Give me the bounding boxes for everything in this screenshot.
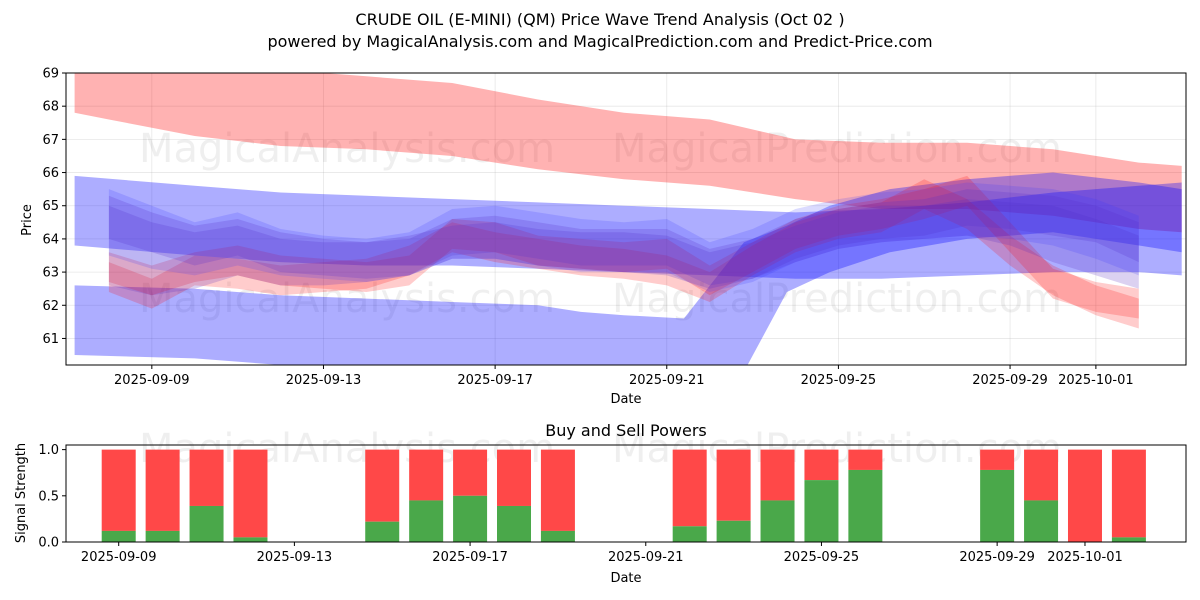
sell-power-bar bbox=[760, 449, 795, 501]
buy-power-bar bbox=[409, 500, 444, 542]
watermark-prediction-top: MagicalPrediction.com bbox=[612, 126, 1062, 172]
signal-y-axis-label: Signal Strength bbox=[14, 443, 29, 543]
sell-power-bar bbox=[453, 449, 488, 496]
buy-power-bar bbox=[716, 520, 751, 542]
sell-power-bar bbox=[980, 449, 1015, 470]
signal-y-ticks: 0.0 0.5 1.0 bbox=[38, 443, 66, 551]
price-y-tick-label: 62 bbox=[42, 299, 59, 314]
watermark-analysis-top: MagicalAnalysis.com bbox=[139, 126, 555, 172]
buy-power-bar bbox=[189, 505, 224, 542]
price-x-axis-label: Date bbox=[610, 392, 641, 407]
price-y-tick-label: 68 bbox=[42, 100, 59, 115]
price-x-tick-label: 2025-09-13 bbox=[286, 373, 362, 388]
buy-power-bar bbox=[1024, 500, 1059, 542]
buy-power-bar bbox=[365, 521, 400, 542]
buy-power-bar bbox=[540, 530, 575, 542]
purple-wave-2 bbox=[108, 199, 1139, 296]
signal-y-tick-label: 0.5 bbox=[38, 489, 59, 504]
red-wave-1 bbox=[108, 175, 1139, 319]
price-x-tick-label: 2025-09-17 bbox=[457, 373, 533, 388]
signal-x-tick-label: 2025-09-25 bbox=[784, 550, 860, 565]
sell-power-bar bbox=[716, 449, 751, 521]
price-plot-frame bbox=[65, 72, 1187, 366]
signal-chart-title: Buy and Sell Powers bbox=[545, 421, 707, 440]
chart-title: CRUDE OIL (E-MINI) (QM) Price Wave Trend… bbox=[355, 10, 844, 29]
buy-power-bar bbox=[1111, 537, 1146, 542]
buy-power-bar bbox=[980, 469, 1015, 542]
signal-panel: Buy and Sell Powers MagicalAnalysis.com … bbox=[14, 421, 1187, 586]
signal-x-tick-label: 2025-10-01 bbox=[1047, 550, 1123, 565]
signal-x-tick-label: 2025-09-21 bbox=[608, 550, 684, 565]
sell-power-bar bbox=[189, 449, 224, 506]
sell-power-bar bbox=[540, 449, 575, 531]
buy-power-bar bbox=[804, 480, 839, 542]
price-y-tick-label: 65 bbox=[42, 199, 59, 214]
purple-wave-1 bbox=[108, 189, 1139, 286]
price-y-tick-label: 66 bbox=[42, 166, 59, 181]
price-plot-background bbox=[66, 73, 1186, 365]
red-upper-band bbox=[74, 73, 1182, 233]
price-y-tick-label: 61 bbox=[42, 332, 59, 347]
signal-bars bbox=[101, 449, 1146, 542]
signal-x-tick-label: 2025-09-09 bbox=[81, 550, 157, 565]
buy-power-bar bbox=[101, 530, 136, 542]
watermark-analysis-mid: MagicalAnalysis.com bbox=[139, 276, 555, 322]
signal-x-tick-label: 2025-09-13 bbox=[257, 550, 333, 565]
blue-upper-band bbox=[74, 175, 1182, 279]
price-x-tick-label: 2025-09-25 bbox=[801, 373, 877, 388]
price-y-tick-label: 69 bbox=[42, 67, 59, 82]
sell-power-bar bbox=[848, 449, 883, 470]
signal-x-axis-label: Date bbox=[610, 571, 641, 586]
buy-power-bar bbox=[233, 537, 268, 542]
blue-wave-1 bbox=[108, 182, 1139, 292]
price-y-axis-label: Price bbox=[20, 204, 35, 236]
price-x-ticks: 2025-09-09 2025-09-13 2025-09-17 2025-09-21… bbox=[114, 365, 1134, 388]
price-x-tick-label: 2025-09-29 bbox=[972, 373, 1048, 388]
signal-plot-frame bbox=[65, 444, 1187, 543]
sell-power-bar bbox=[1024, 449, 1059, 501]
price-y-ticks: 61 62 63 64 65 66 67 68 69 bbox=[42, 67, 66, 347]
price-x-tick-label: 2025-09-09 bbox=[114, 373, 190, 388]
signal-x-tick-label: 2025-09-17 bbox=[432, 550, 508, 565]
sell-power-bar bbox=[365, 449, 400, 522]
sell-power-bar bbox=[497, 449, 531, 506]
price-y-tick-label: 63 bbox=[42, 266, 59, 281]
sell-power-bar bbox=[1067, 449, 1102, 542]
sell-power-bar bbox=[1111, 449, 1146, 538]
price-x-tick-label: 2025-09-21 bbox=[629, 373, 705, 388]
buy-power-bar bbox=[497, 505, 531, 542]
sell-power-bar bbox=[672, 449, 707, 527]
price-panel: MagicalAnalysis.com MagicalPrediction.co… bbox=[20, 67, 1187, 407]
price-watermarks: MagicalAnalysis.com MagicalPrediction.co… bbox=[139, 126, 1062, 322]
sell-power-bar bbox=[804, 449, 839, 481]
signal-x-ticks: 2025-09-09 2025-09-13 2025-09-17 2025-09-21… bbox=[81, 542, 1123, 565]
price-y-tick-label: 67 bbox=[42, 133, 59, 148]
signal-y-tick-label: 0.0 bbox=[38, 536, 59, 551]
price-x-tick-label: 2025-10-01 bbox=[1058, 373, 1134, 388]
signal-x-tick-label: 2025-09-29 bbox=[959, 550, 1035, 565]
buy-power-bar bbox=[760, 500, 795, 542]
red-wave-2 bbox=[108, 179, 1139, 329]
buy-power-bar bbox=[848, 469, 883, 542]
buy-power-bar bbox=[672, 526, 707, 542]
price-bands bbox=[74, 73, 1182, 365]
buy-power-bar bbox=[453, 495, 488, 542]
chart-subtitle: powered by MagicalAnalysis.com and Magic… bbox=[267, 32, 932, 51]
sell-power-bar bbox=[101, 449, 136, 531]
sell-power-bar bbox=[409, 449, 444, 501]
blue-lower-band bbox=[74, 172, 1182, 365]
watermark-prediction-mid: MagicalPrediction.com bbox=[612, 276, 1062, 322]
buy-power-bar bbox=[145, 530, 180, 542]
signal-y-tick-label: 1.0 bbox=[38, 443, 59, 458]
sell-power-bar bbox=[145, 449, 180, 531]
price-y-tick-label: 64 bbox=[42, 232, 59, 247]
sell-power-bar bbox=[233, 449, 268, 538]
